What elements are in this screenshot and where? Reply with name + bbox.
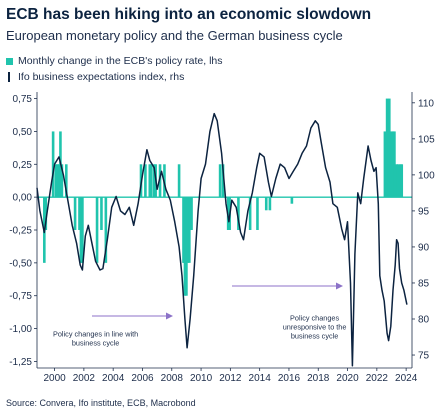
bar	[81, 197, 84, 263]
bar	[44, 197, 48, 230]
legend-item-bars: Monthly change in the ECB's policy rate,…	[6, 55, 223, 67]
bar	[64, 164, 68, 198]
bar	[54, 164, 58, 198]
left-tick-label: -0,25	[9, 226, 32, 237]
legend-item-line: Ifo business expectations index, rhs	[6, 71, 184, 83]
legend-swatch-bars	[6, 57, 13, 65]
bar	[264, 197, 268, 211]
bar	[51, 131, 55, 198]
x-tick-label: 2012	[219, 373, 242, 384]
bar-series	[43, 98, 404, 296]
bar	[248, 197, 252, 230]
x-tick-label: 2004	[102, 373, 125, 384]
right-tick-label: 95	[418, 206, 430, 217]
bar	[177, 164, 181, 198]
annotation-text: business cycle	[291, 332, 338, 341]
axes: 0,75 0,50 0,25 0,00 -0,25 -0,50 -0,75 -1,00 -1,2…	[9, 92, 435, 384]
bar	[387, 98, 391, 198]
bar	[104, 197, 108, 263]
right-tick-label: 90	[418, 242, 430, 253]
bar	[391, 131, 395, 198]
bar	[396, 164, 400, 198]
left-tick-label: -1,25	[9, 357, 32, 368]
annotation-text: Policy changes	[290, 314, 339, 323]
bar	[395, 164, 398, 198]
x-tick-label: 2024	[395, 373, 418, 384]
bar	[78, 197, 81, 230]
bar	[268, 197, 272, 211]
x-tick-label: 2010	[190, 373, 213, 384]
left-tick-label: -1,00	[9, 324, 32, 335]
x-tick-label: 2006	[131, 373, 154, 384]
bar	[383, 131, 387, 198]
annotation-text: unresponsive to the	[283, 323, 347, 332]
x-tick-label: 2022	[366, 373, 389, 384]
bar	[237, 197, 240, 230]
bar	[73, 197, 77, 230]
bar	[221, 164, 225, 198]
bar	[218, 164, 222, 198]
right-tick-label: 100	[418, 170, 435, 181]
legend-label-bars: Monthly change in the ECB's policy rate,…	[18, 55, 223, 67]
left-tick-label: 0,50	[13, 127, 33, 138]
bar	[149, 164, 153, 198]
bar	[95, 197, 99, 263]
bar	[188, 197, 191, 263]
legend-label-line: Ifo business expectations index, rhs	[18, 71, 185, 83]
bar	[393, 131, 396, 198]
x-tick-label: 2020	[336, 373, 359, 384]
bar	[400, 164, 404, 198]
bar	[144, 164, 147, 198]
x-tick-label: 2002	[73, 373, 96, 384]
x-tick-label: 2000	[43, 373, 66, 384]
left-tick-label: -0,50	[9, 258, 32, 269]
bar	[390, 131, 393, 198]
legend-swatch-line	[8, 72, 10, 82]
bar	[385, 98, 389, 198]
x-tick-label: 2018	[307, 373, 330, 384]
x-tick-label: 2016	[278, 373, 301, 384]
right-tick-label: 105	[418, 134, 435, 145]
chart-title: ECB has been hiking into an economic slo…	[6, 6, 372, 23]
bar	[185, 197, 188, 296]
right-tick-label: 110	[418, 98, 434, 109]
bar	[256, 197, 259, 230]
bar	[186, 197, 190, 263]
bar	[152, 164, 156, 198]
left-tick-label: 0,00	[13, 193, 33, 204]
bar	[148, 164, 152, 198]
bar	[79, 197, 83, 263]
bar	[100, 197, 103, 230]
bar	[398, 164, 402, 198]
bar	[190, 197, 193, 230]
bar	[183, 197, 187, 296]
annotation-text: Policy changes in line with	[53, 329, 138, 338]
bar	[60, 164, 64, 198]
x-tick-label: 2014	[249, 373, 272, 384]
left-tick-label: 0,75	[13, 94, 33, 105]
right-tick-label: 80	[418, 314, 430, 325]
x-tick-label: 2008	[161, 373, 184, 384]
ifo-line	[36, 112, 408, 367]
line-series	[36, 112, 408, 367]
bar	[57, 164, 61, 198]
annotation-text: business cycle	[72, 338, 119, 347]
bar	[290, 197, 294, 204]
right-tick-label: 75	[418, 351, 430, 362]
source-note: Source: Convera, Ifo institute, ECB, Mac…	[6, 398, 196, 408]
bar	[56, 164, 59, 198]
chart-subtitle: European monetary policy and the German …	[6, 28, 343, 43]
left-tick-label: -0,75	[9, 291, 32, 302]
right-tick-label: 85	[418, 278, 430, 289]
left-tick-label: 0,25	[13, 160, 33, 171]
bar	[158, 164, 162, 198]
